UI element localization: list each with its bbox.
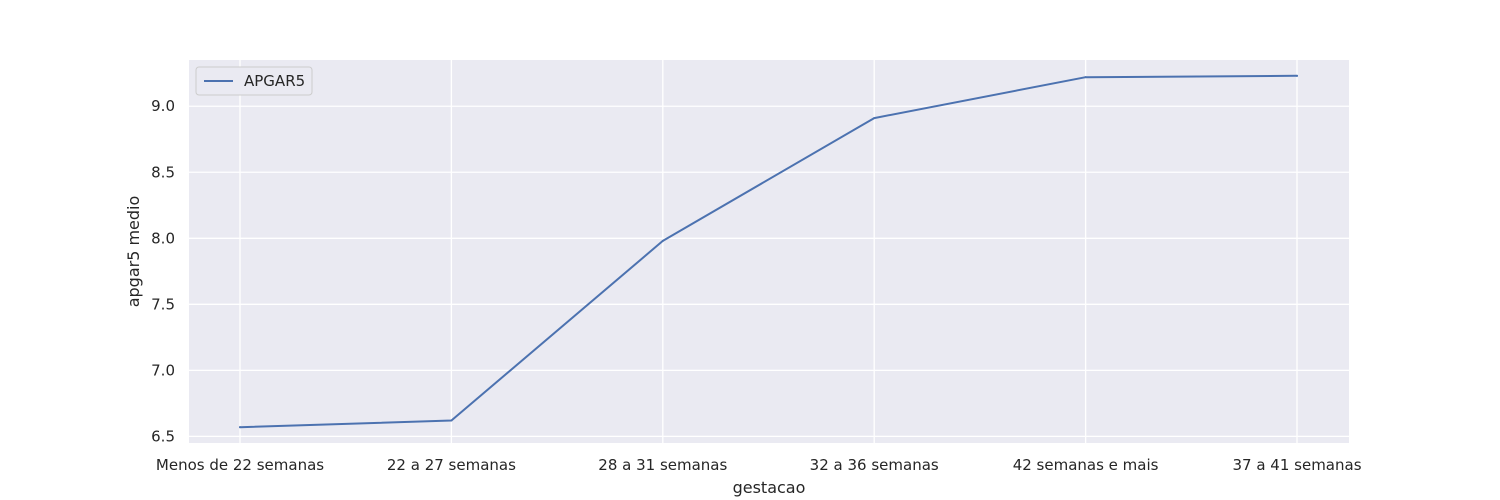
x-axis-ticks: Menos de 22 semanas 22 a 27 semanas 28 a 3… [156,456,1362,474]
data-point [873,117,876,120]
legend-box [195,66,313,96]
x-tick-label: 32 a 36 semanas [810,456,939,474]
data-point [450,419,453,422]
y-tick-label: 7.5 [151,295,175,313]
y-tick-label: 8.5 [151,163,175,181]
data-point [661,239,664,242]
y-axis-ticks: 6.5 7.0 7.5 8.0 8.5 9.0 [151,97,175,445]
legend-label-apgar5: APGAR5 [244,72,305,90]
y-tick-label: 7.0 [151,361,175,379]
x-tick-label: 28 a 31 semanas [598,456,727,474]
data-point [1296,74,1298,77]
grid-lines [189,60,1349,443]
y-tick-label: 6.5 [151,427,175,445]
y-axis-label: apgar5 medio [124,196,143,308]
plot-area [189,60,1349,443]
legend: APGAR5 [195,66,313,96]
x-tick-label: 22 a 27 semanas [387,456,516,474]
y-tick-label: 8.0 [151,229,175,247]
x-axis-label: gestacao [733,478,806,497]
series-layer [239,74,1298,429]
x-tick-label: 42 semanas e mais [1013,456,1159,474]
y-tick-label: 9.0 [151,97,175,115]
x-tick-label: 37 a 41 semanas [1232,456,1361,474]
data-point [1084,76,1087,79]
data-point [239,426,241,429]
series-line-apgar5 [239,74,1298,429]
x-tick-label: Menos de 22 semanas [156,456,324,474]
